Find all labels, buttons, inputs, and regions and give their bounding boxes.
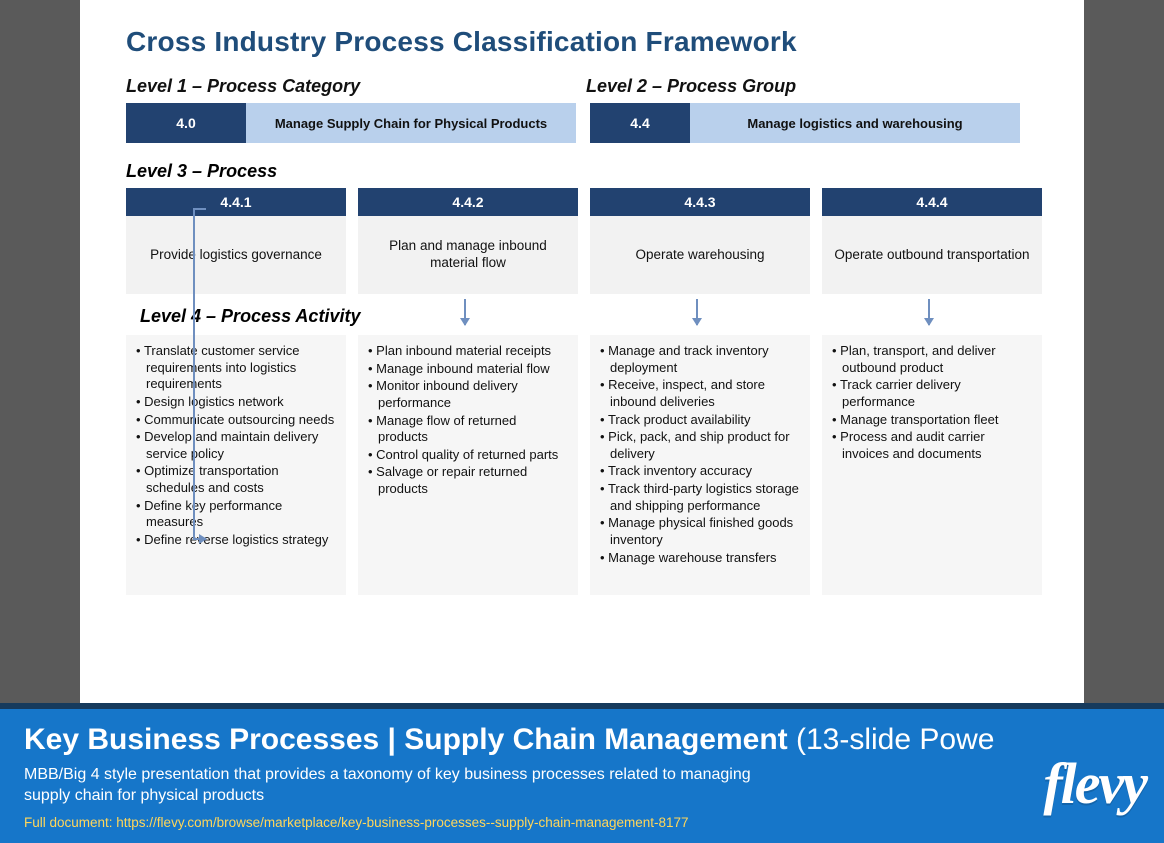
activities-442: Plan inbound material receiptsManage inb… — [358, 335, 578, 595]
level2-number: 4.4 — [590, 103, 690, 143]
process-name: Operate outbound transportation — [822, 216, 1042, 294]
level4-label: Level 4 – Process Activity — [140, 306, 1044, 327]
activity-item: Translate customer service requirements … — [136, 343, 336, 393]
activity-item: Design logistics network — [136, 394, 336, 411]
arrow-down-icon — [696, 299, 698, 325]
activity-item: Plan inbound material receipts — [368, 343, 568, 360]
arrow-down-icon — [928, 299, 930, 325]
activity-item: Plan, transport, and deliver outbound pr… — [832, 343, 1032, 376]
banner-title-main: Key Business Processes | Supply Chain Ma… — [24, 723, 788, 756]
level12-row: 4.0 Manage Supply Chain for Physical Pro… — [126, 103, 1044, 143]
activity-item: Track inventory accuracy — [600, 463, 800, 480]
level1-name: Manage Supply Chain for Physical Product… — [246, 103, 576, 143]
activity-item: Manage transportation fleet — [832, 412, 1032, 429]
process-row: 4.4.1 Provide logistics governance 4.4.2… — [126, 188, 1044, 294]
footer-banner: Key Business Processes | Supply Chain Ma… — [0, 703, 1164, 843]
process-444: 4.4.4 Operate outbound transportation — [822, 188, 1042, 294]
banner-title-suffix: (13-slide Powe — [788, 723, 995, 756]
process-443: 4.4.3 Operate warehousing — [590, 188, 810, 294]
arrow-down-icon — [464, 299, 466, 325]
flevy-logo: flevy — [1043, 761, 1146, 807]
banner-title: Key Business Processes | Supply Chain Ma… — [24, 723, 1140, 757]
activity-item: Manage and track inventory deployment — [600, 343, 800, 376]
activity-item: Manage warehouse transfers — [600, 550, 800, 567]
slide: Cross Industry Process Classification Fr… — [80, 0, 1084, 720]
activity-item: Manage physical finished goods inventory — [600, 515, 800, 548]
activities-row: Translate customer service requirements … — [126, 335, 1044, 595]
activity-item: Control quality of returned parts — [368, 447, 568, 464]
process-441: 4.4.1 Provide logistics governance — [126, 188, 346, 294]
activity-item: Track product availability — [600, 412, 800, 429]
stage: Cross Industry Process Classification Fr… — [0, 0, 1164, 843]
process-number: 4.4.4 — [822, 188, 1042, 216]
process-name: Plan and manage inbound material flow — [358, 216, 578, 294]
level1-label: Level 1 – Process Category — [126, 76, 586, 97]
activity-item: Monitor inbound delivery performance — [368, 378, 568, 411]
process-number: 4.4.1 — [126, 188, 346, 216]
banner-description: MBB/Big 4 style presentation that provid… — [24, 765, 784, 807]
activity-item: Define reverse logistics strategy — [136, 532, 336, 549]
activity-item: Define key performance measures — [136, 498, 336, 531]
connector-arrow-icon — [193, 538, 206, 540]
process-number: 4.4.2 — [358, 188, 578, 216]
activity-item: Track third-party logistics storage and … — [600, 481, 800, 514]
activity-item: Pick, pack, and ship product for deliver… — [600, 429, 800, 462]
level2-box: 4.4 Manage logistics and warehousing — [590, 103, 1020, 143]
level3-label: Level 3 – Process — [126, 161, 1044, 182]
activity-item: Receive, inspect, and store inbound deli… — [600, 377, 800, 410]
activity-item: Optimize transportation schedules and co… — [136, 463, 336, 496]
activity-item: Salvage or repair returned products — [368, 464, 568, 497]
activity-item: Track carrier delivery performance — [832, 377, 1032, 410]
activity-item: Develop and maintain delivery service po… — [136, 429, 336, 462]
banner-link[interactable]: Full document: https://flevy.com/browse/… — [24, 815, 1140, 830]
activity-item: Manage inbound material flow — [368, 361, 568, 378]
level1-number: 4.0 — [126, 103, 246, 143]
activity-item: Manage flow of returned products — [368, 413, 568, 446]
activity-item: Process and audit carrier invoices and d… — [832, 429, 1032, 462]
process-442: 4.4.2 Plan and manage inbound material f… — [358, 188, 578, 294]
connector-line — [193, 208, 195, 540]
page-title: Cross Industry Process Classification Fr… — [126, 26, 1044, 58]
level12-labels: Level 1 – Process Category Level 2 – Pro… — [126, 76, 1044, 97]
process-name: Operate warehousing — [590, 216, 810, 294]
activities-443: Manage and track inventory deploymentRec… — [590, 335, 810, 595]
process-number: 4.4.3 — [590, 188, 810, 216]
level1-box: 4.0 Manage Supply Chain for Physical Pro… — [126, 103, 576, 143]
activities-444: Plan, transport, and deliver outbound pr… — [822, 335, 1042, 595]
level2-label: Level 2 – Process Group — [586, 76, 1026, 97]
process-name: Provide logistics governance — [126, 216, 346, 294]
activity-item: Communicate outsourcing needs — [136, 412, 336, 429]
activities-441: Translate customer service requirements … — [126, 335, 346, 595]
level2-name: Manage logistics and warehousing — [690, 103, 1020, 143]
